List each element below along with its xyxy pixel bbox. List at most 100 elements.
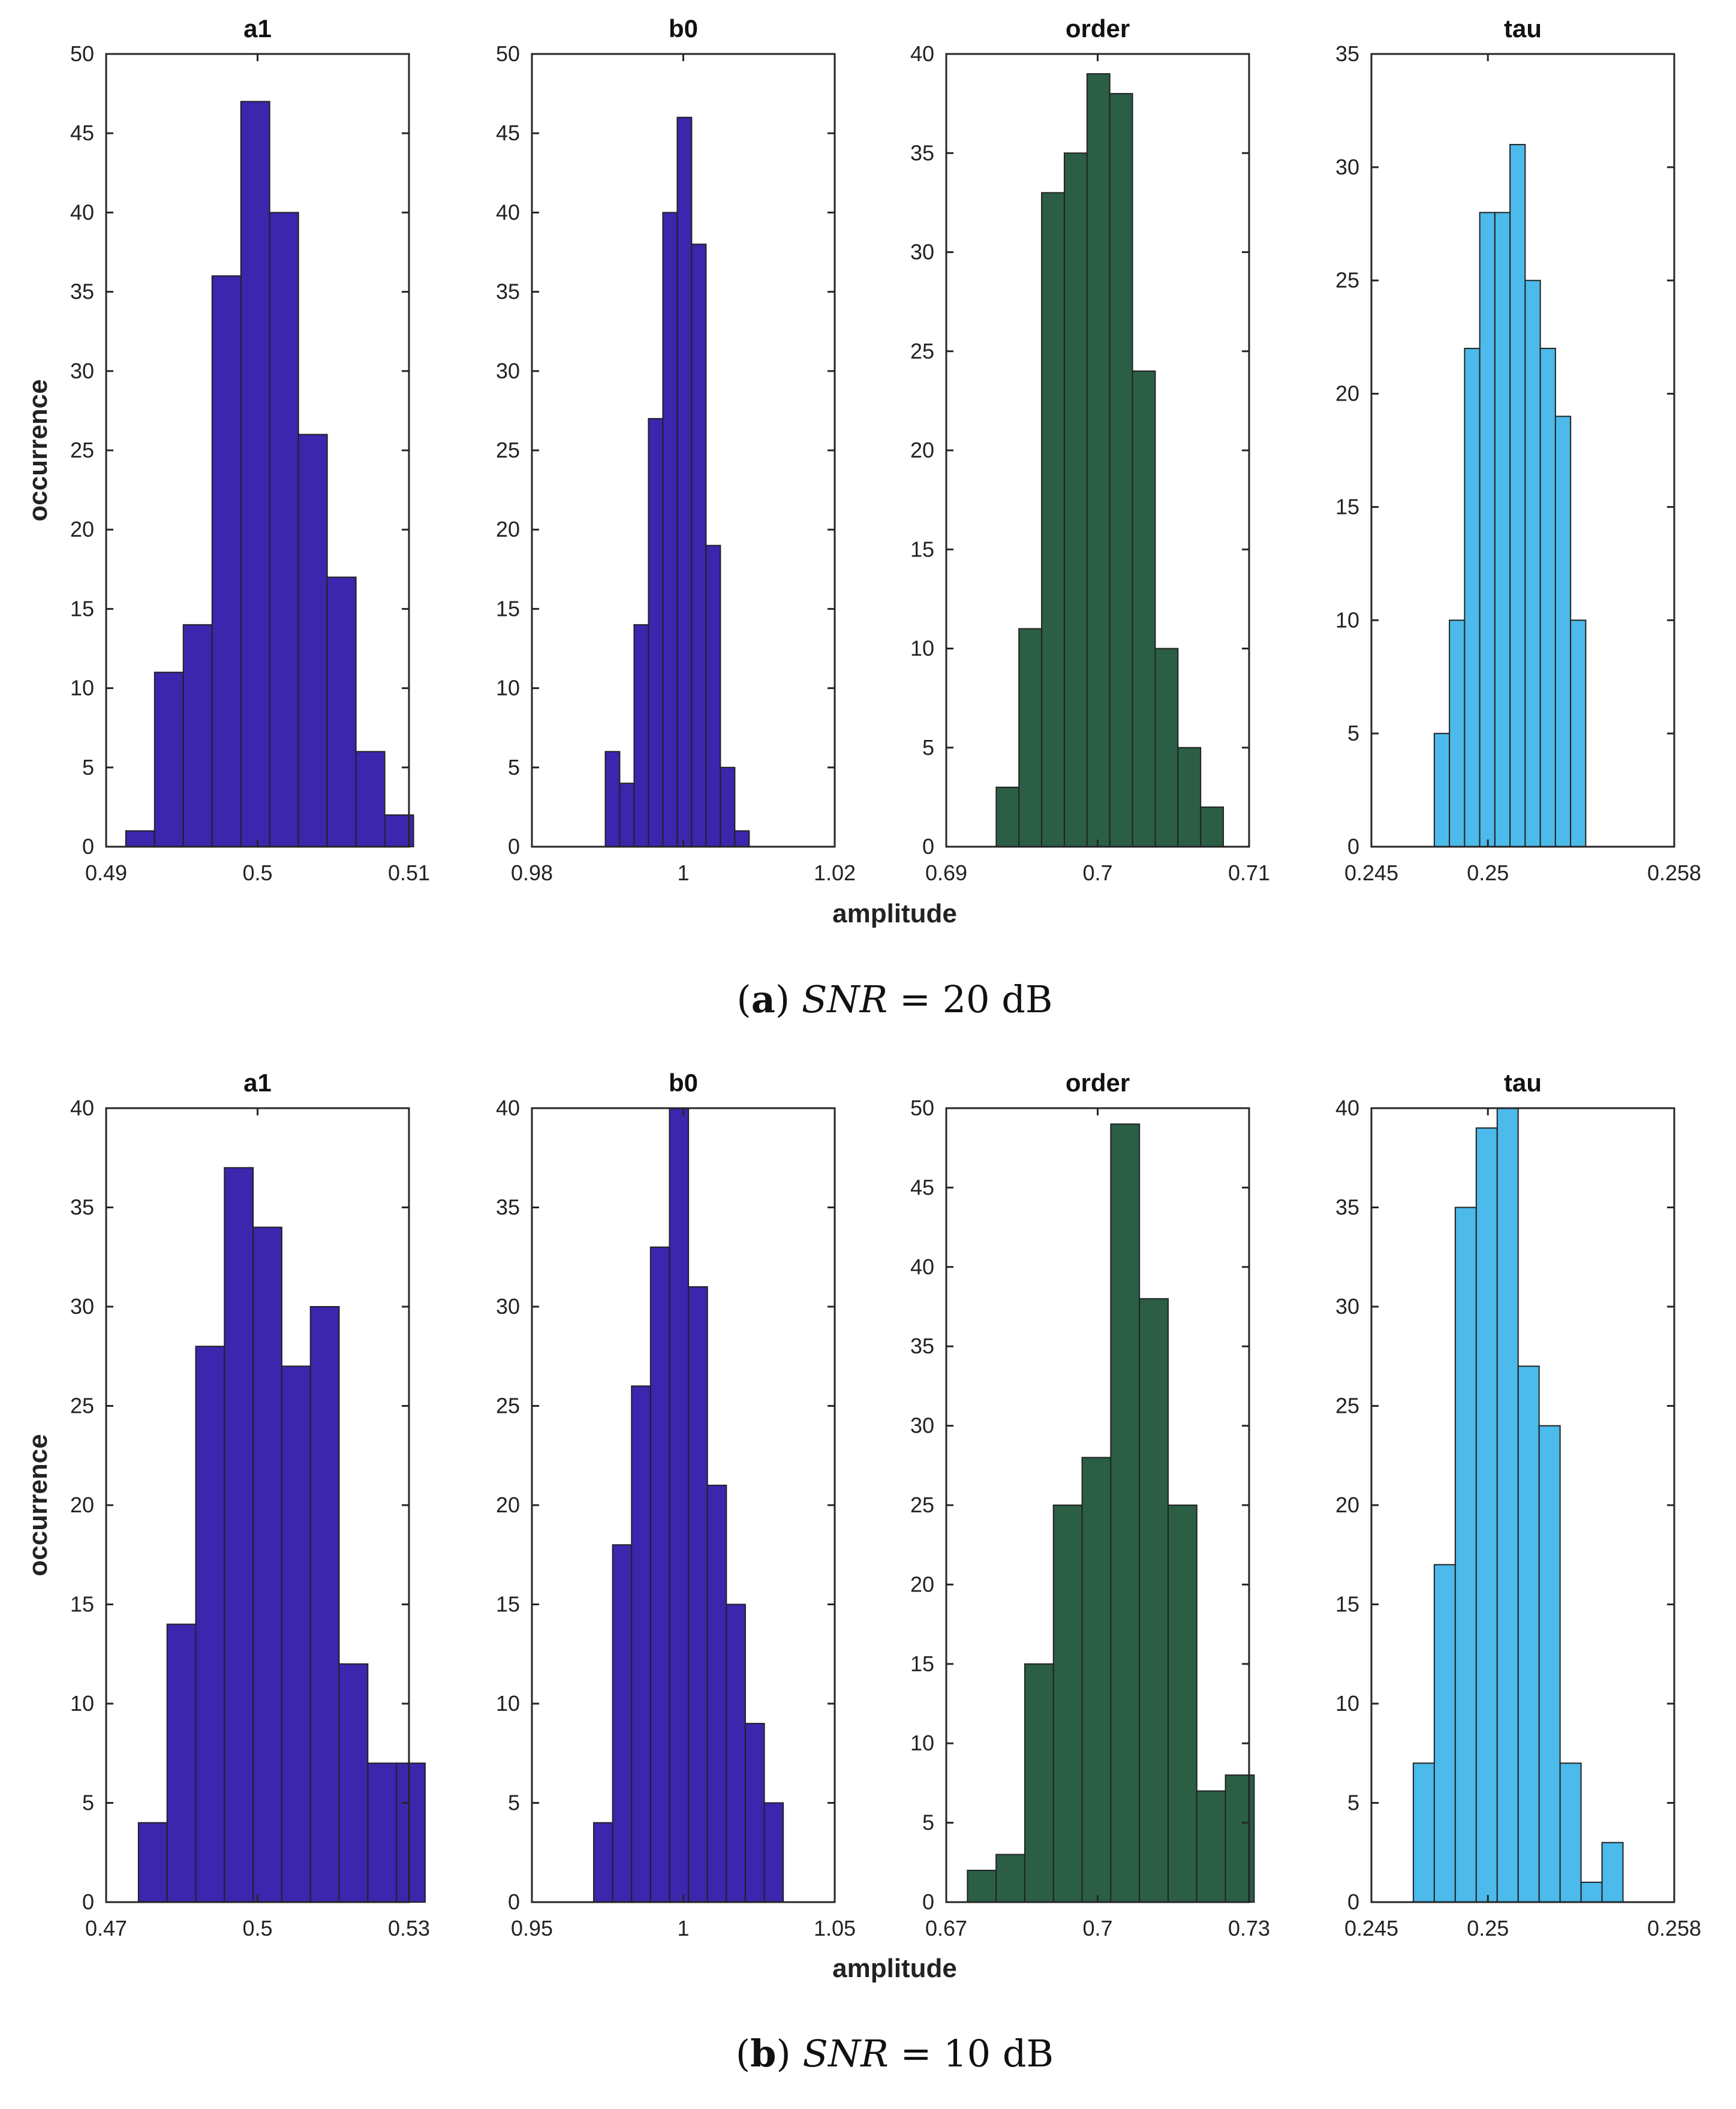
- panel-b-tau-xtick-label-2: 0.258: [1647, 1916, 1701, 1940]
- panel-a-tau-ytick-label-1: 5: [1347, 721, 1359, 745]
- panel-a-tau-ytick-label-7: 35: [1335, 41, 1359, 66]
- panel-a-order-ytick-label-8: 40: [910, 41, 934, 66]
- panel-a-a1-ytick-label-2: 10: [70, 676, 94, 700]
- panel-a-order-ytick-label-6: 30: [910, 240, 934, 264]
- panel-a-b0-bar-2: [633, 624, 649, 847]
- panel-b-order-xtick-label-0: 0.67: [925, 1916, 967, 1940]
- panel-b-tau-bar-0: [1412, 1762, 1435, 1903]
- panel-a-b0-ytick-label-7: 35: [496, 279, 520, 304]
- panel-b-tau-bar-9: [1601, 1842, 1624, 1903]
- panel-a-order-ytick-label-4: 20: [910, 438, 934, 462]
- panel-b-tau-ytick-label-7: 35: [1335, 1195, 1359, 1220]
- panel-b-tau-xtick-label-1: 0.25: [1467, 1916, 1509, 1940]
- panel-a-order-bar-4: [1086, 73, 1111, 847]
- panel-a-tau-ytick-label-3: 15: [1335, 494, 1359, 519]
- panel-a-b0-ytick-label-9: 45: [496, 121, 520, 145]
- panel-b-b0-ytick-label-1: 5: [508, 1791, 520, 1815]
- panel-b-b0-bar-4: [669, 1108, 690, 1903]
- panel-b-order-ytick-label-2: 10: [910, 1731, 934, 1755]
- panel-b-a1-bar-4: [252, 1226, 282, 1903]
- panel-b-b0-ytick-label-5: 25: [496, 1394, 520, 1418]
- panel-b-b0-bar-7: [726, 1603, 746, 1903]
- panel-a-a1-ytick-label-3: 15: [70, 596, 94, 621]
- panel-b-a1-title: a1: [243, 1069, 272, 1097]
- panel-a-a1-ytick-label-0: 0: [82, 834, 94, 859]
- panel-a-b0-bar-8: [720, 766, 736, 848]
- panel-a-order-xtick-label-2: 0.71: [1228, 861, 1270, 885]
- panel-a-b0-bar-9: [734, 830, 750, 848]
- panel-b-b0-bar-2: [631, 1385, 651, 1903]
- panel-a-b0-ytick-label-0: 0: [508, 834, 520, 859]
- panel-a-b0-ytick-label-3: 15: [496, 596, 520, 621]
- panel-b-tau-ytick-label-4: 20: [1335, 1493, 1359, 1517]
- panel-b-a1-ytick-label-0: 0: [82, 1890, 94, 1914]
- panel-a-a1-bar-1: [154, 672, 184, 848]
- panel-b-tau-title: tau: [1504, 1069, 1542, 1097]
- panel-a-tau-bar-9: [1570, 619, 1587, 848]
- panel-a-tau-bar-7: [1539, 348, 1556, 847]
- panel-b-order-bar-8: [1196, 1790, 1226, 1903]
- panel-a-a1-ytick-label-8: 40: [70, 200, 94, 224]
- panel-b-tau-bar-1: [1433, 1564, 1456, 1903]
- panel-b-b0-ytick-label-2: 10: [496, 1691, 520, 1716]
- panel-a-a1-bar-2: [182, 624, 213, 847]
- panel-b-b0-xtick-label-1: 1: [677, 1916, 689, 1940]
- panel-a-tau-bar-4: [1494, 212, 1511, 847]
- panel-a-b0-bar-1: [619, 783, 635, 847]
- panel-b-a1-bar-1: [166, 1623, 197, 1903]
- panel-a-order-ytick-label-5: 25: [910, 339, 934, 363]
- panel-a-tau: 0 5 10 15 20 25 30 35 0.245 0.25 0.258 tau: [1335, 14, 1701, 885]
- panel-b-a1-bar-7: [338, 1663, 369, 1903]
- panel-a-tau-ytick-label-6: 30: [1335, 155, 1359, 179]
- panel-b-order-ytick-label-8: 40: [910, 1254, 934, 1279]
- panel-b-b0: 0 5 10 15 20 25 30 35 40 0.95 1 1.05 b0: [496, 1069, 856, 1940]
- panel-a-a1-bar-3: [211, 275, 242, 848]
- panel-b-b0-bar-8: [744, 1723, 765, 1903]
- panel-b-order-xtick-label-2: 0.73: [1228, 1916, 1270, 1940]
- panel-b-a1-ytick-label-2: 10: [70, 1691, 94, 1716]
- panel-b-tau-ytick-label-6: 30: [1335, 1294, 1359, 1319]
- panel-a-tau-bar-6: [1524, 279, 1541, 847]
- panel-a-b0-bar-4: [662, 212, 678, 847]
- panel-a-a1-ytick-label-1: 5: [82, 755, 94, 780]
- panel-b-order-bar-7: [1167, 1505, 1198, 1903]
- panel-a-order-xtick-label-0: 0.69: [925, 861, 967, 885]
- panel-a-order-bar-6: [1132, 370, 1156, 847]
- panel-a-b0: 0 5 10 15 20 25 30 35 40 45 50 0.98 1 1.02 b0: [496, 14, 856, 885]
- panel-b-tau-xtick-label-0: 0.245: [1344, 1916, 1398, 1940]
- panel-b-tau: 0 5 10 15 20 25 30 35 40 0.245 0.25 0.258 tau: [1335, 1069, 1701, 1940]
- panel-a-tau-bar-3: [1479, 212, 1496, 847]
- panel-a-b0-xtick-label-0: 0.98: [511, 861, 553, 885]
- panel-a-b0-ytick-label-2: 10: [496, 676, 520, 700]
- panel-a-b0-ytick-label-4: 20: [496, 517, 520, 541]
- panel-b-a1-ytick-label-4: 20: [70, 1493, 94, 1517]
- panel-b-tau-bar-7: [1559, 1762, 1582, 1903]
- panel-a-order-ytick-label-2: 10: [910, 636, 934, 661]
- panel-b-tau-bar-8: [1580, 1881, 1603, 1903]
- panel-a-b0-xtick-label-1: 1: [677, 861, 689, 885]
- panel-a-a1-bar-8: [355, 751, 386, 847]
- panel-b-tau-bar-6: [1538, 1425, 1561, 1903]
- panel-a-tau-bar-5: [1509, 144, 1526, 848]
- panel-a-tau-bar-1: [1449, 619, 1466, 848]
- panel-b-tau-bar-2: [1454, 1207, 1477, 1903]
- panel-b-a1-xtick-label-1: 0.5: [242, 1916, 272, 1940]
- panel-b-a1-ytick-label-8: 40: [70, 1096, 94, 1120]
- panel-a-b0-ytick-label-1: 5: [508, 755, 520, 780]
- panel-b-tau-ytick-label-2: 10: [1335, 1691, 1359, 1716]
- panel-a-b0-ytick-label-8: 40: [496, 200, 520, 224]
- panel-a-order-bar-1: [1018, 628, 1043, 847]
- panel-a-a1-xtick-label-0: 0.49: [85, 861, 127, 885]
- panel-b-a1-bar-2: [195, 1346, 225, 1903]
- panel-b-order-bar-6: [1139, 1298, 1169, 1903]
- panel-a-a1-ytick-label-6: 30: [70, 359, 94, 383]
- panel-a-a1-bar-6: [297, 434, 328, 847]
- panel-b-order-xtick-label-1: 0.7: [1082, 1916, 1112, 1940]
- panel-a-a1-xtick-label-2: 0.51: [388, 861, 430, 885]
- caption-b: (b) SNR = 10 dB: [736, 2032, 1054, 2075]
- panel-a-a1: 0 5 10 15 20 25 30 35 40 45 50 0.49 0.5 0.51 a1 occurre…: [23, 14, 430, 885]
- panel-a-tau-ytick-label-0: 0: [1347, 834, 1359, 859]
- panel-b-order-bar-3: [1052, 1505, 1083, 1903]
- panel-b-b0-ytick-label-4: 20: [496, 1493, 520, 1517]
